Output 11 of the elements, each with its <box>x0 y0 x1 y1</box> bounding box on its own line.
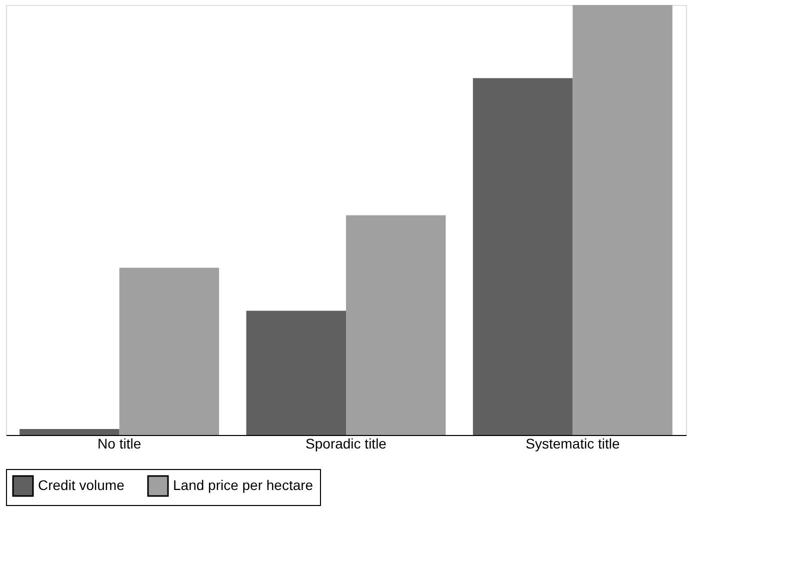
bar <box>472 78 573 435</box>
x-tick-label: No title <box>98 436 142 452</box>
bar <box>346 215 446 435</box>
bar <box>20 428 120 435</box>
bar <box>119 268 220 435</box>
x-tick-label: Systematic title <box>526 436 620 452</box>
bar <box>246 310 346 435</box>
x-tick-label: Sporadic title <box>306 436 387 452</box>
legend-label: Land price per hectare <box>173 477 314 493</box>
bar <box>572 5 672 435</box>
legend-label: Credit volume <box>38 477 125 493</box>
